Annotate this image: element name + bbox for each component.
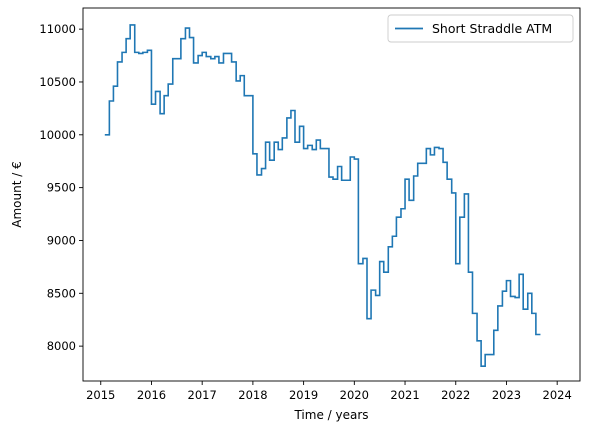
x-axis-title: Time / years	[293, 408, 368, 422]
y-axis-ticks: 8000 8500 9000 9500 10000 10500 11000	[39, 22, 83, 353]
y-tick-label: 9500	[47, 181, 76, 195]
x-tick-label: 2021	[390, 388, 419, 402]
y-axis-title: Amount / €	[10, 161, 24, 227]
legend-label: Short Straddle ATM	[432, 21, 552, 36]
series-line	[104, 24, 541, 368]
y-tick-label: 10000	[39, 128, 76, 142]
series-layer	[104, 24, 541, 368]
plot-frame	[82, 7, 581, 382]
x-tick-label: 2018	[238, 388, 267, 402]
x-tick-label: 2015	[86, 388, 115, 402]
y-tick-label: 10500	[39, 75, 76, 89]
y-tick-label: 8000	[47, 339, 76, 353]
x-tick-label: 2023	[492, 388, 521, 402]
plot-area	[83, 8, 580, 381]
x-tick-label: 2017	[188, 388, 217, 402]
x-tick-label: 2019	[289, 388, 318, 402]
y-tick-label: 11000	[39, 22, 76, 36]
x-tick-label: 2022	[441, 388, 470, 402]
x-tick-label: 2020	[340, 388, 369, 402]
y-tick-label: 8500	[47, 286, 76, 300]
legend-box	[387, 14, 574, 43]
x-axis-ticks: 2015 2016 2017 2018 2019 2020 2021 2022 2023 2024	[86, 381, 572, 402]
legend: Short Straddle ATM	[387, 14, 574, 43]
x-tick-label: 2024	[543, 388, 572, 402]
y-tick-label: 9000	[47, 233, 76, 247]
x-tick-label: 2016	[137, 388, 166, 402]
